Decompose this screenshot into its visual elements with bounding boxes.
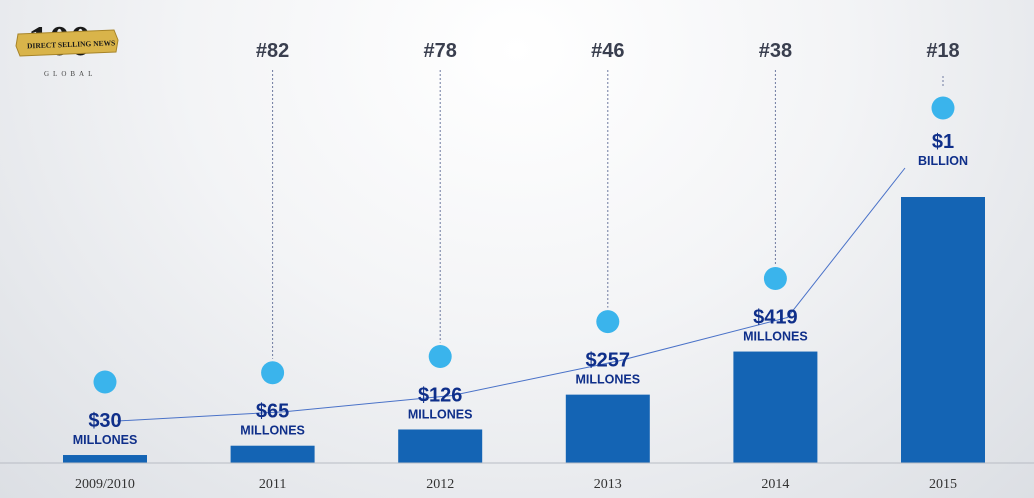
marker-dot bbox=[261, 361, 285, 385]
rank-label: #78 bbox=[424, 40, 457, 62]
rank-label: #46 bbox=[591, 40, 624, 62]
value-unit-label: BILLION bbox=[918, 154, 968, 168]
trend-line bbox=[116, 167, 906, 422]
bar-2015 bbox=[901, 197, 985, 463]
rank-label: #82 bbox=[256, 40, 289, 62]
rank-label: #38 bbox=[759, 40, 792, 62]
x-tick-label: 2014 bbox=[761, 477, 789, 492]
value-label: $30 bbox=[88, 410, 121, 432]
bar-2011 bbox=[230, 445, 315, 463]
value-unit-label: MILLONES bbox=[240, 424, 305, 438]
logo-sub: GLOBAL bbox=[44, 70, 96, 78]
bar-2014 bbox=[733, 351, 818, 463]
logo-banner bbox=[15, 29, 119, 57]
value-label: $1 bbox=[932, 131, 954, 153]
marker-dot bbox=[428, 344, 452, 368]
value-label: $126 bbox=[418, 384, 463, 406]
marker-dot bbox=[931, 96, 955, 120]
marker-dot bbox=[596, 310, 620, 334]
value-label: $257 bbox=[586, 350, 631, 372]
value-unit-label: MILLONES bbox=[73, 433, 138, 447]
bar-2013 bbox=[565, 394, 650, 463]
x-tick-label: 2009/2010 bbox=[75, 477, 135, 492]
dsn-100-logo: 100 DIRECT SELLING NEWS GLOBAL bbox=[15, 19, 119, 78]
x-tick-label: 2015 bbox=[929, 477, 957, 492]
logo-banner-text: DIRECT SELLING NEWS bbox=[27, 38, 115, 50]
x-tick-label: 2012 bbox=[426, 477, 454, 492]
value-unit-label: MILLONES bbox=[576, 373, 641, 387]
value-unit-label: MILLONES bbox=[408, 407, 473, 421]
marker-dot bbox=[763, 267, 787, 291]
bar-2012 bbox=[398, 429, 483, 463]
bar-2009/2010 bbox=[63, 455, 147, 463]
value-label: $65 bbox=[256, 401, 289, 423]
rank-label: #18 bbox=[926, 40, 959, 62]
value-unit-label: MILLONES bbox=[743, 330, 808, 344]
marker-dot bbox=[93, 370, 117, 394]
value-label: $419 bbox=[753, 307, 798, 329]
x-tick-label: 2013 bbox=[594, 477, 622, 492]
x-tick-label: 2011 bbox=[259, 477, 286, 492]
